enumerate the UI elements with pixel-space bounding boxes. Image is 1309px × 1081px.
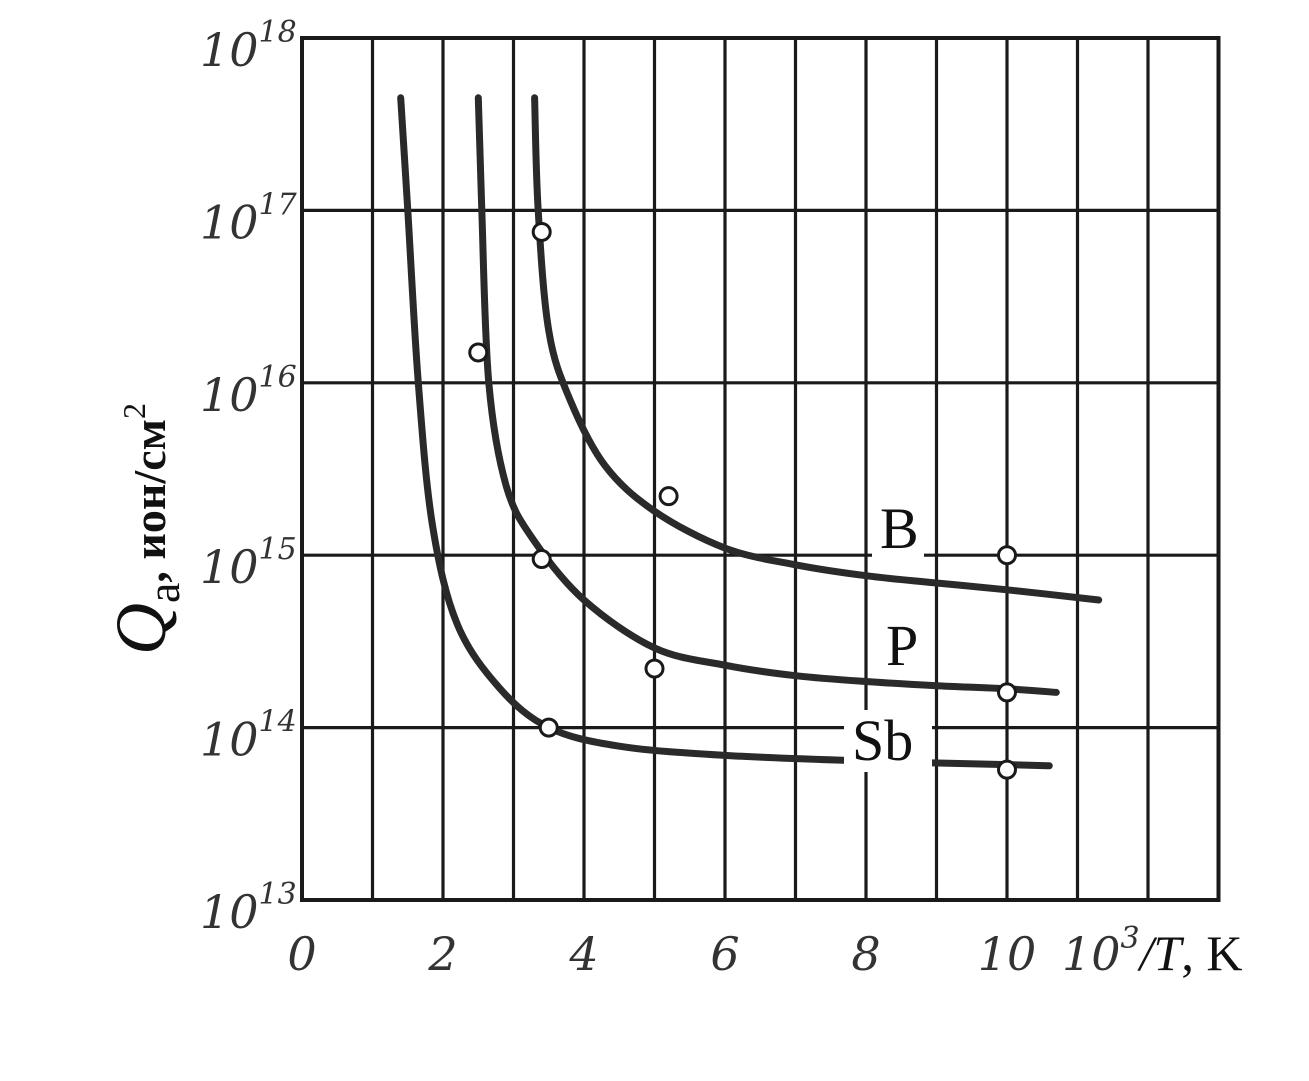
y-axis-label: Qa, ион/см2: [101, 403, 189, 655]
series-line-b: [531, 94, 1103, 604]
series-label-b: B: [880, 496, 919, 561]
grid: [300, 36, 1221, 902]
x-tick-label: 4: [568, 927, 598, 981]
series-curves: [397, 94, 1103, 770]
data-point-p: [468, 342, 489, 363]
x-tick-labels: 0 2 4 6 8 10: [287, 927, 1036, 981]
y-tick-label: 1013: [200, 877, 297, 939]
x-tick-label: 6: [710, 927, 739, 981]
y-tick-label: 1014: [200, 705, 297, 767]
series-label-p: P: [886, 613, 918, 678]
series-labels: BP Sb: [844, 496, 932, 773]
series-line-p: [474, 94, 1060, 696]
series-label-bg: [872, 498, 924, 560]
y-tick-labels: 1013 1014 1015 1016 1017 1018: [200, 15, 298, 939]
data-point-sb: [538, 717, 559, 738]
data-point-b: [658, 486, 679, 507]
y-tick-label: 1018: [200, 15, 297, 77]
x-tick-label: 0: [287, 927, 316, 981]
y-tick-label: 1015: [200, 532, 297, 594]
x-tick-label: 10: [978, 927, 1037, 981]
x-axis-label: 103/T, K: [1062, 921, 1242, 981]
series-label-bg: [844, 710, 932, 772]
data-point-p: [531, 549, 552, 570]
data-point-p: [997, 682, 1017, 703]
series-label-bg: [878, 615, 930, 677]
series-label-sb: Sb: [852, 708, 913, 773]
data-point-b: [997, 545, 1017, 566]
plot-frame: [300, 36, 1221, 902]
x-tick-label: 2: [427, 927, 457, 981]
x-tick-label: 8: [851, 927, 880, 981]
data-markers: [468, 221, 1017, 780]
data-point-sb: [997, 759, 1017, 780]
y-tick-label: 1016: [200, 360, 297, 422]
y-tick-label: 1017: [200, 187, 298, 249]
data-point-p: [644, 658, 665, 679]
data-point-b: [531, 221, 552, 242]
